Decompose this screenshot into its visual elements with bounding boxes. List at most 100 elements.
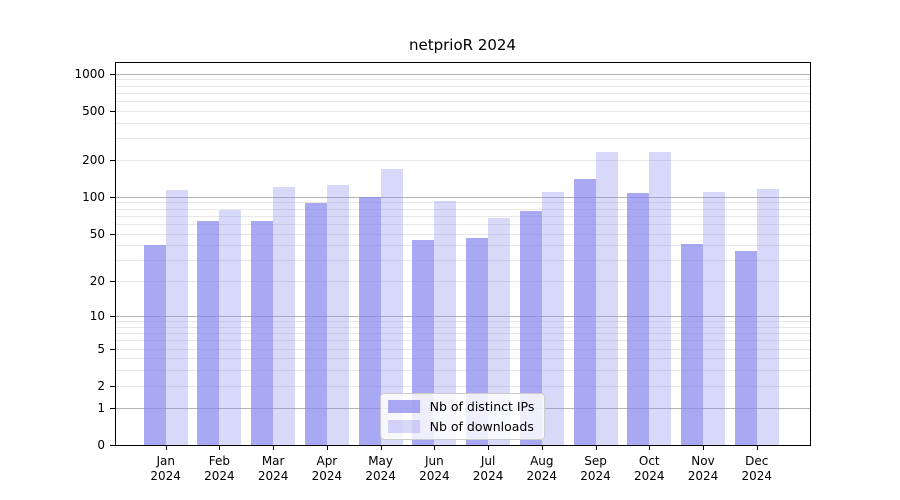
y-tick-label: 1000: [74, 66, 105, 81]
gridline-major: [115, 73, 810, 75]
legend-item: Nb of distinct IPs: [387, 399, 535, 414]
y-tick-mark: [110, 110, 115, 112]
legend-label: Nb of distinct IPs: [429, 399, 535, 414]
x-tick-label: May 2024: [365, 454, 396, 483]
bar-downloads-dec: [756, 188, 779, 445]
y-tick-label: 200: [82, 152, 105, 167]
x-tick-mark: [273, 446, 275, 450]
y-tick-mark: [110, 348, 115, 350]
bar-downloads-mar: [273, 187, 296, 445]
gridline-minor: [115, 245, 810, 247]
bar-ips-may: [358, 196, 381, 445]
y-tick-label: 50: [89, 226, 105, 241]
bar-ips-oct: [627, 193, 650, 445]
y-tick-mark: [110, 281, 115, 283]
x-tick-mark: [165, 446, 167, 450]
y-tick-label: 5: [97, 341, 105, 356]
gridline-minor: [115, 348, 810, 350]
x-tick-mark: [541, 446, 543, 450]
gridline-minor: [115, 340, 810, 342]
y-tick-label: 10: [89, 309, 105, 324]
gridline-minor: [115, 138, 810, 140]
gridline-minor: [115, 358, 810, 360]
gridline-major: [115, 196, 810, 198]
gridline-minor: [115, 321, 810, 323]
gridline-minor: [115, 215, 810, 217]
y-tick-label: 0: [97, 438, 105, 452]
gridline-minor: [115, 223, 810, 225]
bar-downloads-jun: [434, 200, 457, 445]
spine-top: [115, 62, 811, 63]
gridline-minor: [115, 110, 810, 112]
spine-bottom: [115, 445, 811, 446]
x-tick-mark: [326, 446, 328, 450]
bar-downloads-aug: [541, 191, 564, 445]
x-tick-label: Sep 2024: [580, 454, 611, 483]
bar-ips-apr: [304, 203, 327, 445]
bar-ips-aug: [519, 210, 542, 445]
y-tick-label: 2: [97, 378, 105, 393]
x-tick-label: Feb 2024: [204, 454, 235, 483]
gridline-minor: [115, 326, 810, 328]
gridline-minor: [115, 333, 810, 335]
x-tick-label: Aug 2024: [526, 454, 558, 483]
spine-right: [810, 62, 811, 446]
y-tick-label: 500: [82, 103, 105, 118]
x-tick-label: Jun 2024: [419, 454, 450, 483]
y-tick-mark: [110, 233, 115, 235]
x-tick-mark: [434, 446, 436, 450]
y-tick-label: 100: [82, 189, 105, 204]
gridline-minor: [115, 202, 810, 204]
gridline-major: [115, 316, 810, 318]
x-tick-label: Jul 2024: [472, 454, 504, 483]
bar-downloads-feb: [219, 210, 242, 445]
x-tick-label: Nov 2024: [687, 454, 719, 483]
x-tick-label: Apr 2024: [311, 454, 343, 483]
legend: Nb of distinct IPs Nb of downloads: [379, 393, 546, 440]
gridline-minor: [115, 122, 810, 124]
x-tick-label: Jan 2024: [150, 454, 181, 483]
gridline-minor: [115, 79, 810, 81]
x-tick-mark: [380, 446, 382, 450]
bar-downloads-nov: [703, 192, 725, 445]
legend-swatch-downloads: [387, 420, 420, 433]
bar-downloads-may: [380, 168, 403, 445]
gridline-minor: [115, 281, 810, 283]
gridline-minor: [115, 159, 810, 161]
bar-ips-nov: [681, 244, 703, 445]
x-tick-mark: [649, 446, 651, 450]
bar-ips-feb: [197, 221, 220, 445]
y-axis: 1000 500 200 100 50 20 10 5 2 1 0: [0, 62, 115, 457]
y-tick-mark: [110, 196, 115, 198]
gridline-minor: [115, 208, 810, 210]
bar-ips-jan: [143, 245, 166, 445]
bar-ips-dec: [734, 250, 757, 445]
gridline-minor: [115, 385, 810, 387]
y-tick-label: 20: [89, 274, 105, 289]
y-tick-mark: [110, 407, 115, 409]
y-tick-mark: [110, 445, 115, 446]
x-tick-mark: [703, 446, 704, 450]
bar-downloads-oct: [649, 152, 672, 445]
gridline-minor: [115, 260, 810, 262]
gridline-minor: [115, 100, 810, 102]
bar-ips-mar: [251, 221, 274, 445]
gridline-minor: [115, 370, 810, 372]
gridline-minor: [115, 233, 810, 235]
gridline-minor: [115, 92, 810, 94]
legend-swatch-ips: [387, 400, 420, 413]
bar-downloads-sep: [595, 152, 618, 445]
bar-downloads-jul: [488, 218, 511, 445]
y-tick-label: 1: [97, 400, 105, 415]
x-tick-label: Oct 2024: [633, 454, 665, 483]
spine-left: [115, 62, 116, 446]
y-tick-mark: [110, 385, 115, 387]
x-tick-mark: [595, 446, 597, 450]
y-tick-mark: [110, 159, 115, 161]
bar-downloads-apr: [326, 185, 349, 445]
legend-label: Nb of downloads: [429, 419, 534, 434]
x-tick-mark: [219, 446, 221, 450]
plot-area: Nb of distinct IPs Nb of downloads: [115, 62, 810, 445]
chart-title: netprioR 2024: [408, 36, 516, 54]
